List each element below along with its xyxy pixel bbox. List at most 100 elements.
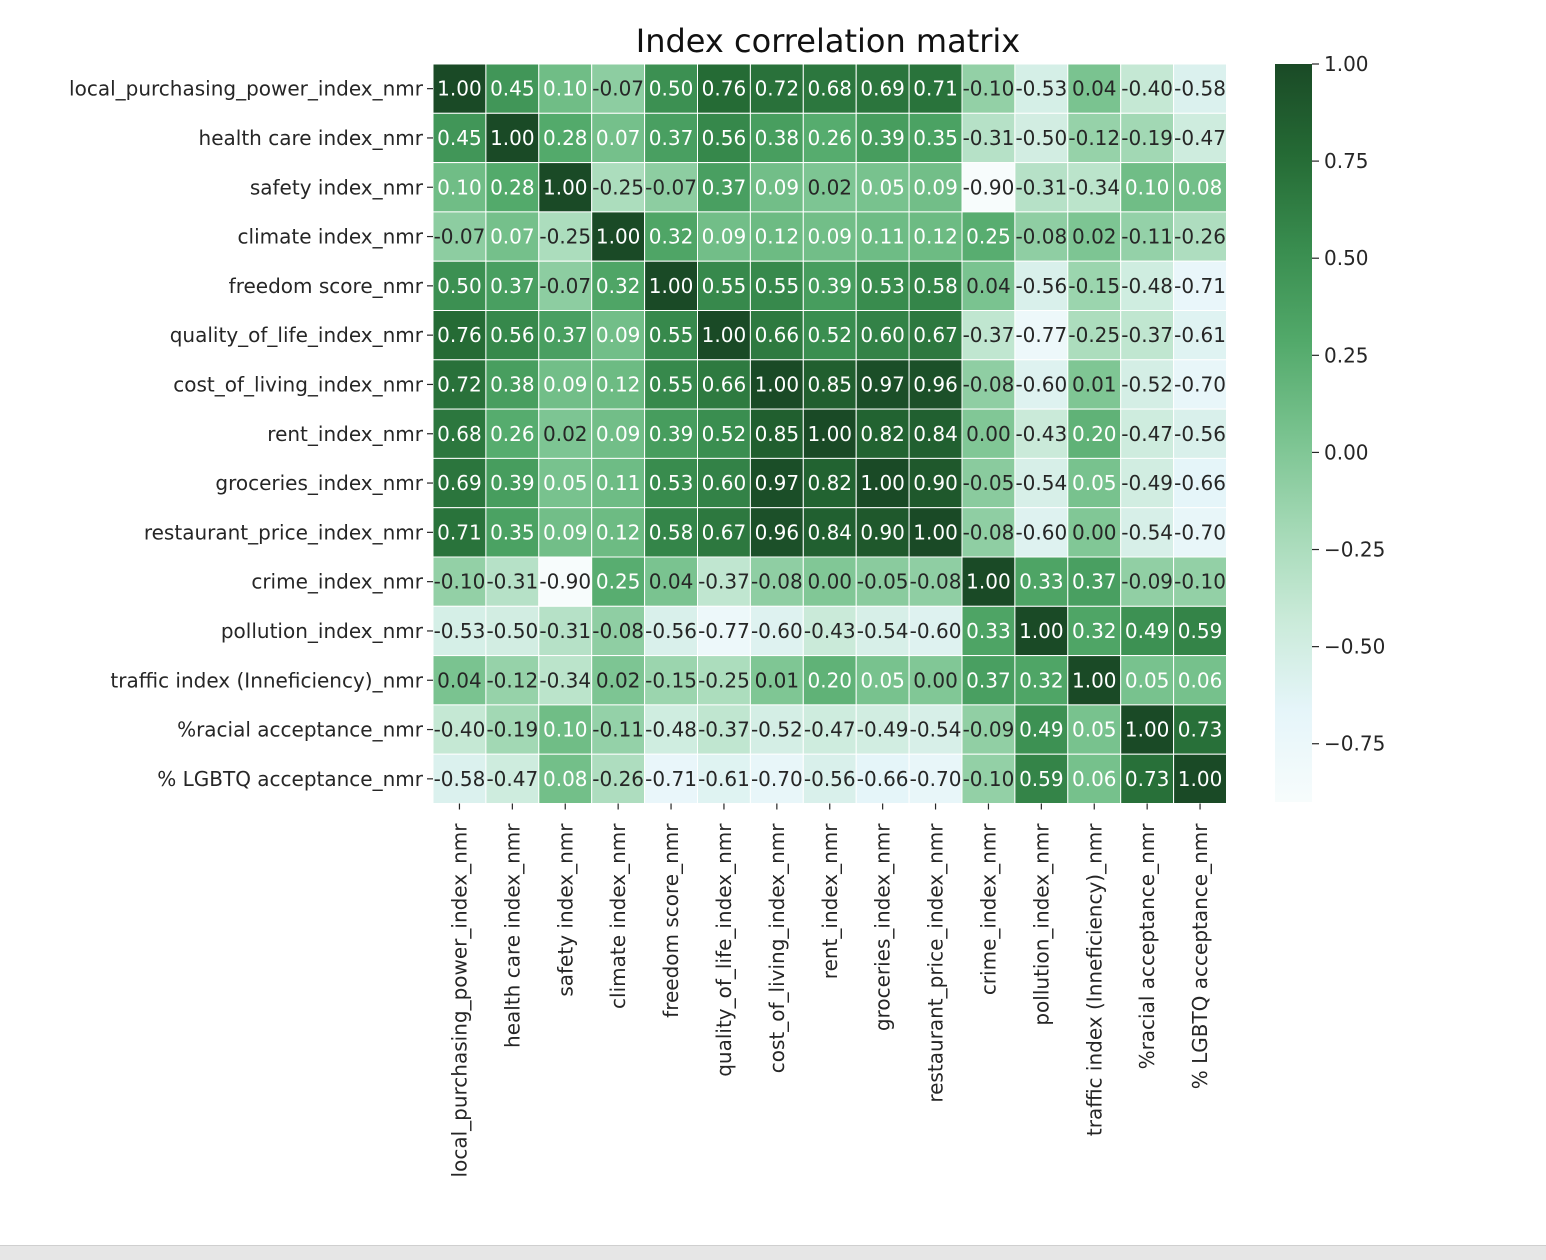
heatmap-cell [1173, 310, 1227, 361]
horizontal-scrollbar[interactable] [0, 1245, 1546, 1260]
heatmap-cell [1014, 457, 1069, 509]
heatmap-cell [644, 408, 698, 459]
cell-value-label: -0.08 [592, 619, 644, 643]
heatmap-cell [749, 408, 804, 459]
cell-value-label: 0.33 [1019, 570, 1064, 594]
cell-value-label: -0.15 [1068, 274, 1120, 298]
heatmap-cell [432, 211, 487, 262]
cell-value-label: -0.10 [963, 77, 1015, 101]
cell-value-label: 0.26 [490, 422, 535, 446]
cell-value-label: -0.56 [1174, 422, 1226, 446]
cell-value-label: 0.55 [649, 372, 694, 396]
heatmap-cell [1173, 753, 1227, 805]
heatmap-cell [802, 655, 857, 706]
cell-value-label: 0.00 [913, 668, 958, 692]
cell-value-label: -0.25 [1068, 323, 1120, 347]
cell-value-label: -0.47 [1121, 422, 1173, 446]
cell-value-label: -0.12 [486, 668, 538, 692]
cell-value-label: 0.28 [543, 126, 588, 150]
cell-value-label: 1.00 [437, 77, 482, 101]
cell-value-label: 0.53 [860, 274, 905, 298]
heatmap-cell [1067, 310, 1122, 361]
heatmap-cell [1014, 605, 1069, 657]
cell-value-label: 0.06 [1072, 767, 1117, 791]
heatmap-cell [1067, 605, 1122, 657]
heatmap-cell [1120, 112, 1175, 164]
cell-value-label: 0.12 [913, 225, 958, 249]
heatmap-cell [485, 408, 540, 459]
cell-value-label: -0.37 [698, 718, 750, 742]
heatmap-cell [1014, 556, 1069, 607]
cell-value-label: 0.72 [755, 77, 800, 101]
heatmap-cell [697, 112, 751, 164]
y-tick-label: health care index_nmr [199, 126, 424, 150]
x-tick-label: % LGBTQ acceptance_nmr [1188, 823, 1212, 1090]
cell-value-label: -0.66 [1174, 471, 1226, 495]
heatmap-cell [697, 753, 751, 805]
heatmap-cell [855, 260, 910, 312]
cell-value-label: -0.52 [1121, 372, 1173, 396]
cell-value-label: 0.09 [755, 175, 800, 199]
heatmap-cell [1067, 655, 1122, 706]
cell-value-label: -0.47 [804, 718, 856, 742]
cell-value-label: -0.37 [963, 323, 1015, 347]
heatmap-cell [485, 112, 540, 164]
cell-value-label: 1.00 [543, 175, 588, 199]
cell-value-label: -0.47 [486, 767, 538, 791]
cell-value-label: -0.07 [592, 77, 644, 101]
heatmap-cell [961, 655, 1016, 706]
heatmap-cell [802, 310, 857, 361]
cell-value-label: -0.37 [1121, 323, 1173, 347]
heatmap-cell [1067, 507, 1122, 558]
colorbar: 1.00 0.75 0.50 0.25 0.00 −0.25 −0.50 −0.75 [1275, 52, 1385, 802]
cell-value-label: -0.10 [963, 767, 1015, 791]
x-axis: local_purchasing_power_index_nmr health c… [447, 803, 1212, 1177]
cell-value-label: 0.12 [596, 372, 641, 396]
cell-value-label: 0.05 [860, 668, 905, 692]
heatmap-cell [908, 211, 963, 262]
cell-value-label: -0.53 [434, 619, 486, 643]
cell-value-label: 0.04 [437, 668, 482, 692]
cell-value-label: -0.19 [1121, 126, 1173, 150]
heatmap-cell [644, 359, 698, 410]
cell-value-label: -0.25 [592, 175, 644, 199]
cell-value-label: 0.49 [1019, 718, 1064, 742]
heatmap-cell [1120, 211, 1175, 262]
heatmap-cell [1120, 260, 1175, 312]
cell-value-label: 0.20 [807, 668, 852, 692]
cell-value-label: 0.02 [596, 668, 641, 692]
cell-value-label: 0.00 [807, 570, 852, 594]
cell-value-label: 0.00 [966, 422, 1011, 446]
cell-value-label: 0.82 [807, 471, 852, 495]
cell-value-label: 0.25 [596, 570, 641, 594]
cell-value-label: 1.00 [490, 126, 535, 150]
heatmap-cell [749, 704, 804, 755]
heatmap-cell [1173, 359, 1227, 410]
cell-value-label: 0.05 [1072, 471, 1117, 495]
cell-value-label: -0.43 [804, 619, 856, 643]
cell-value-label: -0.47 [1174, 126, 1226, 150]
cell-value-label: 0.50 [437, 274, 482, 298]
heatmap-cell [749, 556, 804, 607]
heatmap-cell [802, 457, 857, 509]
cell-value-label: 0.01 [755, 668, 800, 692]
heatmap-cell [697, 162, 751, 213]
cell-value-label: 0.69 [437, 471, 482, 495]
chart-title: Index correlation matrix [636, 22, 1020, 60]
heatmap-cell [644, 211, 698, 262]
cell-value-label: -0.09 [1121, 570, 1173, 594]
cell-value-label: 1.00 [860, 471, 905, 495]
heatmap-cell [802, 507, 857, 558]
cell-value-label: -0.07 [434, 225, 486, 249]
y-tick-label: groceries_index_nmr [215, 471, 423, 495]
cell-value-label: 0.50 [649, 77, 694, 101]
heatmap-cell [1067, 408, 1122, 459]
cell-value-label: 0.10 [543, 718, 588, 742]
cell-value-label: 0.55 [755, 274, 800, 298]
heatmap-cell [1173, 112, 1227, 164]
cell-value-label: 1.00 [596, 225, 641, 249]
cell-value-label: 0.10 [543, 77, 588, 101]
cell-value-label: 0.11 [596, 471, 641, 495]
cell-value-label: 0.68 [437, 422, 482, 446]
